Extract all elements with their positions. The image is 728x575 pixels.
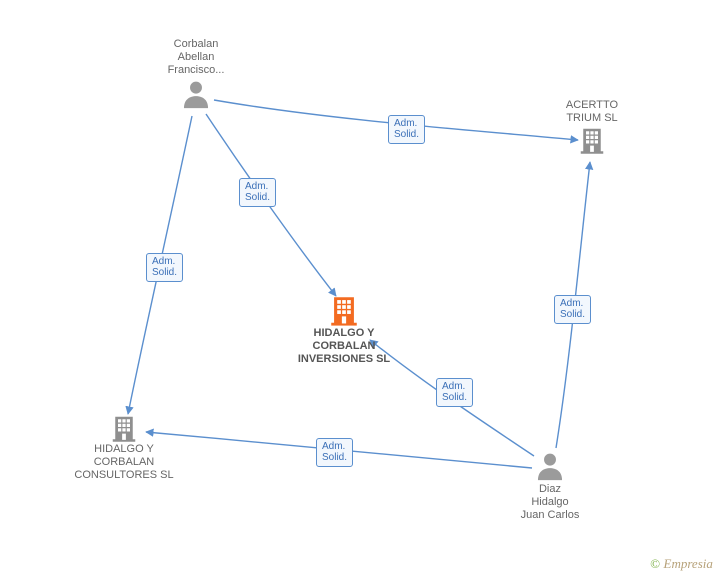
node-corbalan[interactable]: Corbalan Abellan Francisco... [136, 38, 256, 111]
edge-label-corbalan-to-hidalgo_cons: Adm. Solid. [146, 253, 183, 282]
node-hidalgo_cons[interactable]: HIDALGO Y CORBALAN CONSULTORES SL [64, 413, 184, 482]
edge-label-diaz-to-acertto: Adm. Solid. [554, 295, 591, 324]
node-label-acertto: ACERTTO TRIUM SL [532, 99, 652, 125]
node-label-hidalgo_inv: HIDALGO Y CORBALAN INVERSIONES SL [284, 327, 404, 366]
node-acertto[interactable]: ACERTTO TRIUM SL [532, 99, 652, 155]
watermark: © Empresia [650, 556, 713, 572]
building-icon [284, 293, 404, 327]
building-icon [64, 413, 184, 443]
edge-label-corbalan-to-hidalgo_inv: Adm. Solid. [239, 178, 276, 207]
node-diaz[interactable]: Diaz Hidalgo Juan Carlos [490, 449, 610, 522]
node-label-hidalgo_cons: HIDALGO Y CORBALAN CONSULTORES SL [64, 443, 184, 482]
person-icon [490, 449, 610, 483]
node-label-corbalan: Corbalan Abellan Francisco... [136, 38, 256, 77]
diagram-canvas [0, 0, 728, 575]
node-hidalgo_inv[interactable]: HIDALGO Y CORBALAN INVERSIONES SL [284, 293, 404, 366]
person-icon [136, 77, 256, 111]
building-icon [532, 125, 652, 155]
node-label-diaz: Diaz Hidalgo Juan Carlos [490, 483, 610, 522]
edge-label-diaz-to-hidalgo_cons: Adm. Solid. [316, 438, 353, 467]
copyright-symbol: © [650, 556, 660, 571]
watermark-brand: Empresia [664, 556, 713, 571]
edge-label-diaz-to-hidalgo_inv: Adm. Solid. [436, 378, 473, 407]
edge-label-corbalan-to-acertto: Adm. Solid. [388, 115, 425, 144]
